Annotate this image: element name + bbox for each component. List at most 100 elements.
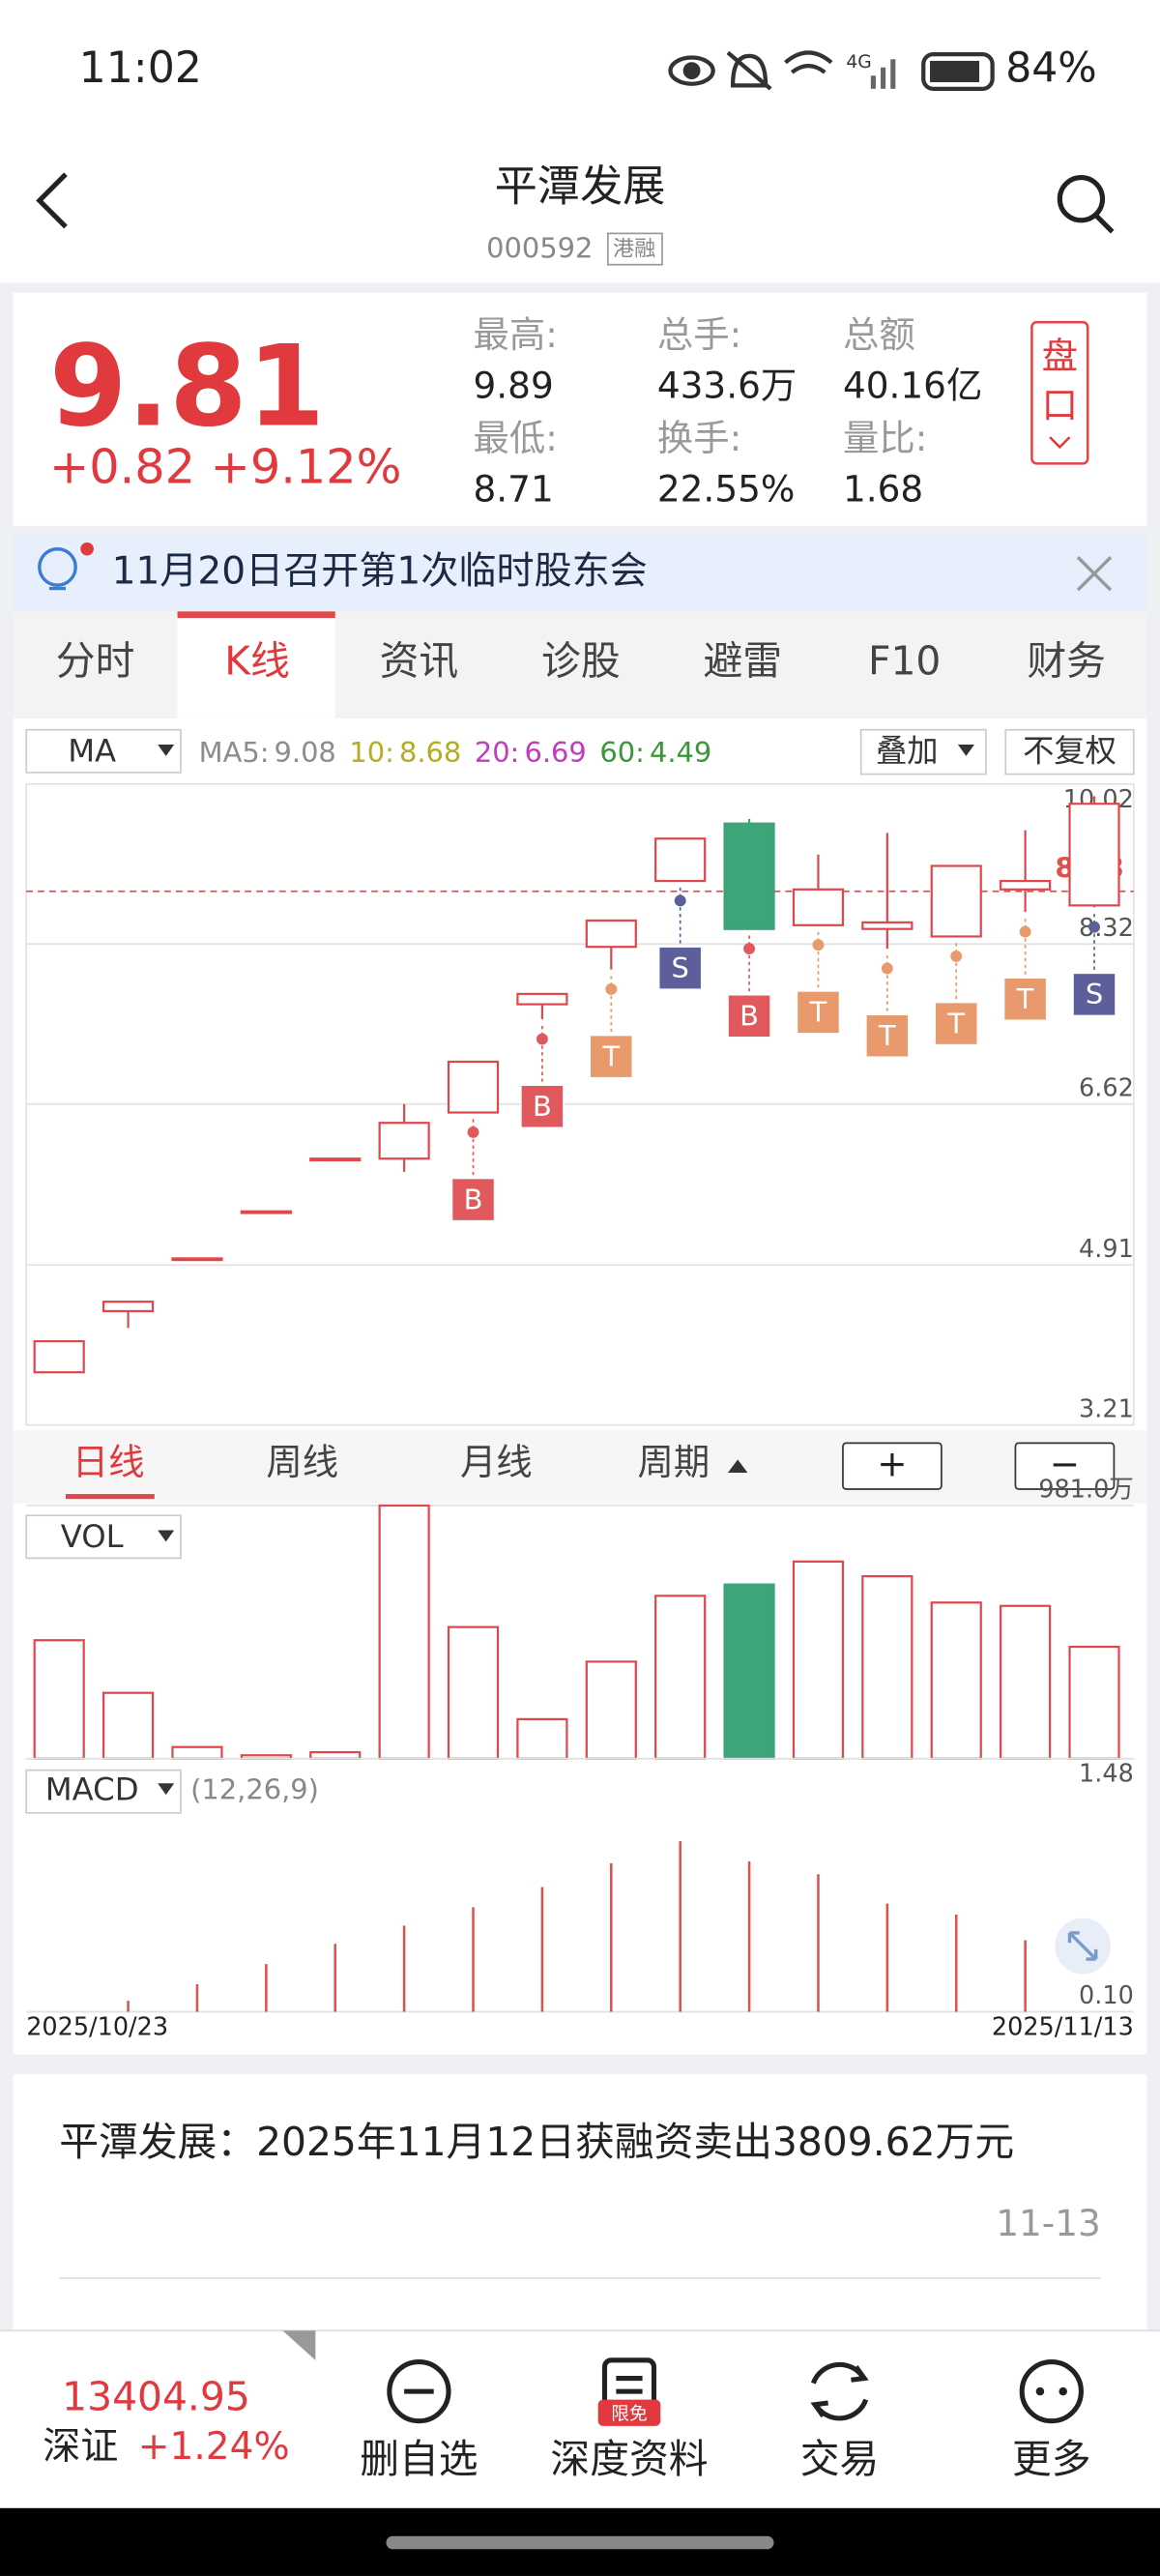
action-label[interactable]: 深度资料	[550, 2436, 708, 2482]
action-label[interactable]: 删自选	[360, 2436, 478, 2482]
stat-value: 8.71	[474, 468, 554, 511]
period-tab[interactable]: 周期	[638, 1441, 710, 1483]
indicator-label: MACD	[45, 1771, 139, 1808]
volume-bar	[585, 1660, 637, 1760]
volume-bar	[309, 1750, 362, 1760]
macd-dropdown[interactable]	[25, 1769, 182, 1814]
signal-label: B	[464, 1183, 483, 1215]
tab[interactable]: K线	[224, 638, 290, 685]
back-button[interactable]	[36, 172, 68, 229]
indicator-label: VOL	[61, 1518, 124, 1555]
stat-value: 1.68	[843, 468, 923, 511]
more-icon[interactable]	[1019, 2358, 1084, 2424]
status-time: 11:02	[79, 44, 202, 93]
volume-bar	[33, 1639, 85, 1760]
tag-box	[607, 232, 663, 266]
news-panel[interactable]	[13, 2074, 1147, 2338]
signal-dot	[674, 894, 686, 907]
period-tab[interactable]: 周线	[266, 1441, 338, 1483]
tab[interactable]: 避雷	[703, 638, 782, 685]
action-label[interactable]: 更多	[1012, 2436, 1091, 2482]
signal-label: T	[946, 1007, 965, 1039]
legend-value: 4.49	[650, 736, 711, 769]
signal-box	[519, 1084, 565, 1129]
signal-dot	[536, 1033, 548, 1045]
remove-icon[interactable]	[387, 2358, 451, 2424]
signal-box	[1072, 972, 1116, 1017]
change-pct: +9.12%	[211, 439, 402, 495]
y-tick-label: 8.32	[1079, 914, 1134, 943]
stat-label: 最高:	[474, 313, 558, 356]
ma-legend: MA5: 9.08 10: 8.68 20: 6.69 60: 4.49	[199, 736, 712, 769]
candle-body	[309, 1157, 362, 1162]
volume-bar	[1000, 1604, 1052, 1760]
ma-dropdown[interactable]	[25, 728, 182, 774]
tab[interactable]: F10	[868, 638, 941, 685]
research-icon[interactable]	[597, 2357, 661, 2426]
overlay-label: 叠加	[876, 733, 939, 770]
period-tab[interactable]: 月线	[460, 1441, 533, 1483]
vol-dropdown[interactable]	[25, 1514, 182, 1560]
status-icons	[668, 50, 995, 91]
zoom-out[interactable]	[1014, 1442, 1116, 1490]
candle-body	[102, 1301, 155, 1313]
notice-bar[interactable]	[13, 534, 1147, 612]
signal-label: T	[809, 996, 827, 1029]
legend-value: 6.69	[524, 736, 586, 769]
chevron	[1049, 436, 1071, 450]
candle-body	[378, 1122, 430, 1160]
close-notice[interactable]	[1076, 556, 1113, 592]
action-label[interactable]: 交易	[800, 2436, 880, 2482]
search-button[interactable]	[1057, 175, 1115, 234]
tab[interactable]: 资讯	[380, 638, 459, 685]
status-network: 4G	[846, 52, 871, 73]
expand-button[interactable]	[1055, 1917, 1112, 1975]
dropdown-arrow	[957, 745, 974, 756]
candle-body	[654, 837, 707, 883]
bottom-bar	[0, 2330, 1160, 2508]
signal-bars	[870, 59, 896, 89]
y-tick-label: 1.48	[1079, 1760, 1134, 1789]
signal-box	[727, 993, 772, 1039]
candle-body	[516, 992, 568, 1006]
index-value[interactable]: 13404.95	[62, 2374, 250, 2420]
legend-name: 10:	[349, 736, 393, 769]
home-indicator[interactable]	[386, 2535, 774, 2550]
stock-code: 000592	[486, 231, 593, 264]
trade-icon[interactable]	[810, 2361, 869, 2421]
adjust-button[interactable]	[1004, 728, 1135, 776]
stat-label: 总额	[843, 313, 915, 356]
stat-label: 最低:	[474, 417, 558, 459]
volume-bar	[930, 1601, 982, 1760]
legend-value: 9.08	[275, 736, 336, 769]
quote-panel	[13, 292, 1147, 526]
volume-bar	[102, 1691, 155, 1760]
signal-dot	[1088, 921, 1100, 933]
price: 9.81	[49, 323, 325, 453]
order-book-button[interactable]	[1030, 320, 1089, 465]
tab[interactable]: 财务	[1027, 638, 1106, 685]
tab[interactable]: 分时	[56, 638, 135, 685]
candle-body	[723, 822, 775, 930]
signal-label: S	[672, 951, 689, 984]
candle-body	[930, 864, 982, 938]
corner-marker	[282, 2330, 316, 2360]
news-headline: 平潭发展：2025年11月12日获融资卖出3809.62万元	[59, 2119, 1014, 2165]
active-tab-marker	[177, 611, 335, 619]
signal-dot	[881, 962, 893, 975]
period-tab[interactable]: 日线	[72, 1441, 145, 1483]
stat-value: 22.55%	[657, 468, 796, 511]
stock-name: 平潭发展	[495, 162, 666, 212]
candle-body	[240, 1210, 292, 1215]
legend-name: 60:	[599, 736, 644, 769]
zoom-in[interactable]	[842, 1442, 942, 1490]
signal-box	[657, 946, 703, 991]
period-underline	[65, 1494, 155, 1500]
tab[interactable]: 诊股	[541, 638, 621, 685]
period-arrow	[727, 1459, 748, 1473]
indicator-label: MA	[68, 733, 116, 770]
volume-bar	[723, 1583, 775, 1760]
stat-value: 9.89	[474, 365, 554, 407]
